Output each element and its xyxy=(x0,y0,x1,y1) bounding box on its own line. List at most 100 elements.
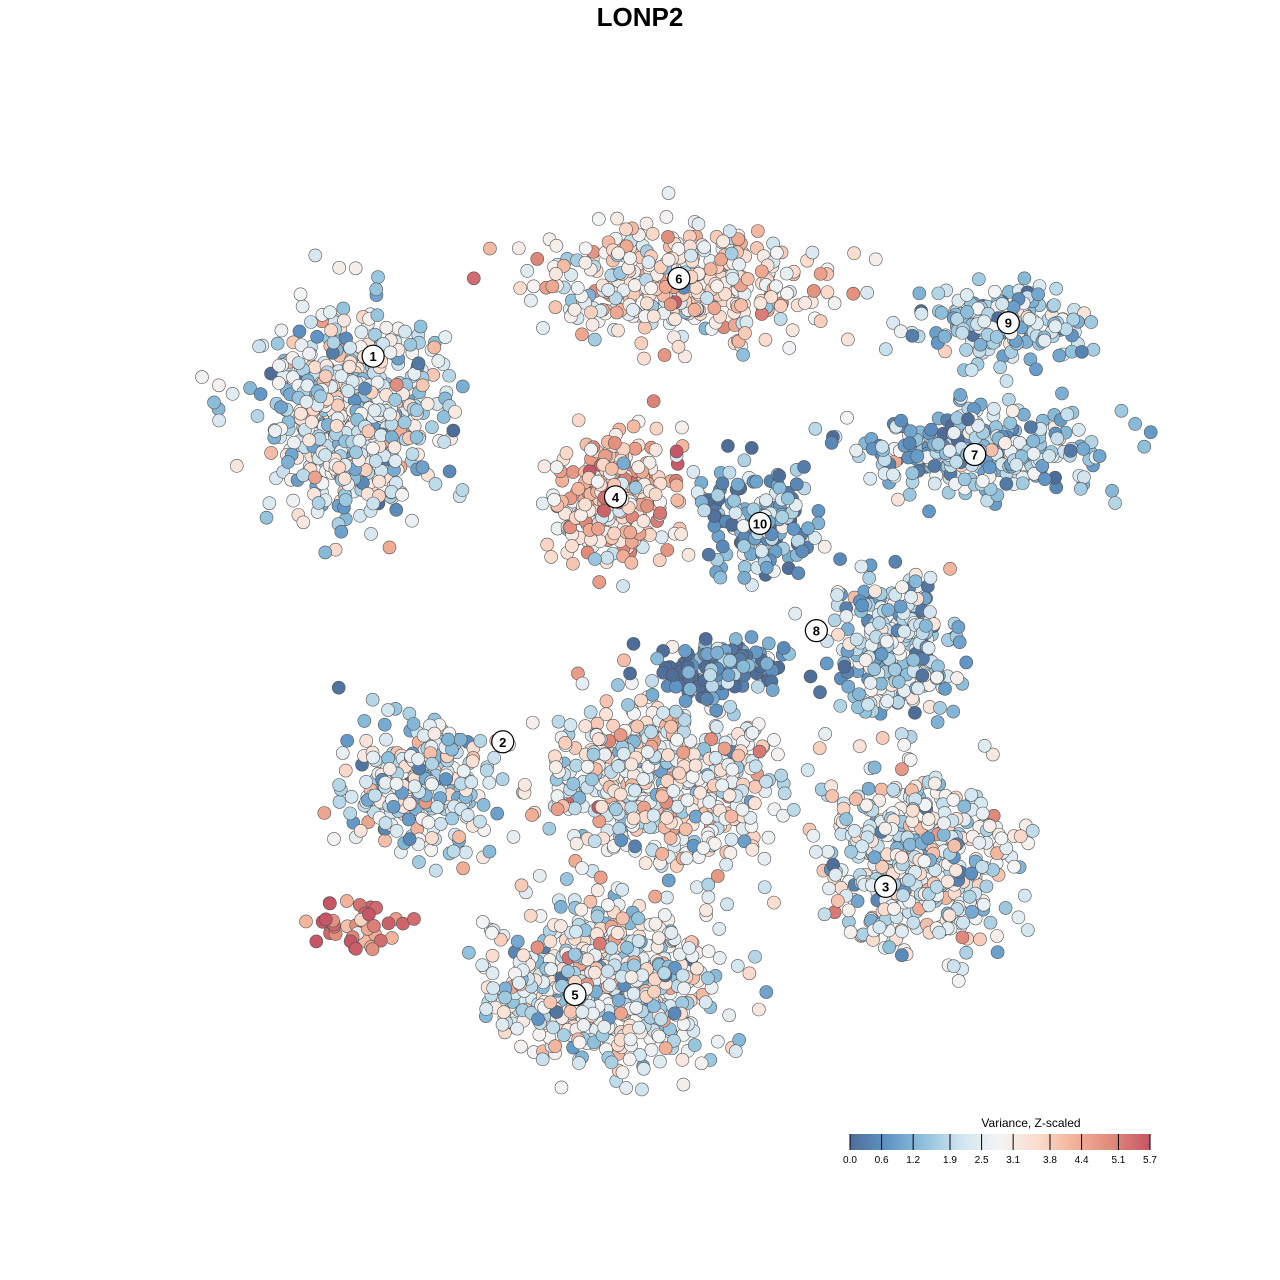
data-point xyxy=(839,609,854,624)
data-point xyxy=(931,286,946,301)
data-point xyxy=(272,376,286,390)
data-point xyxy=(722,224,737,238)
data-point xyxy=(774,299,788,313)
data-point xyxy=(781,491,795,506)
cluster-label-text: 10 xyxy=(753,516,767,531)
data-point xyxy=(896,888,910,903)
data-point xyxy=(669,444,684,459)
data-point xyxy=(932,925,946,940)
data-point xyxy=(915,668,930,683)
data-point xyxy=(510,1021,524,1036)
data-point xyxy=(558,736,573,750)
data-point xyxy=(712,951,727,965)
data-point xyxy=(332,778,346,792)
data-point xyxy=(684,248,698,263)
data-point xyxy=(365,692,380,707)
data-point xyxy=(759,560,774,575)
data-point xyxy=(678,822,693,837)
cluster-label-4: 4 xyxy=(603,485,628,509)
data-point xyxy=(619,1081,633,1095)
data-point xyxy=(1052,348,1067,363)
data-point xyxy=(813,267,828,281)
data-point xyxy=(367,403,382,418)
data-point xyxy=(611,759,626,773)
data-point xyxy=(636,772,651,786)
data-point xyxy=(629,1000,643,1015)
data-point xyxy=(368,454,383,468)
data-point xyxy=(666,784,681,798)
data-point xyxy=(372,474,386,489)
data-point xyxy=(594,800,609,814)
data-point xyxy=(623,251,637,265)
data-point xyxy=(725,271,740,286)
data-point xyxy=(616,746,631,761)
data-point xyxy=(623,666,637,681)
data-point xyxy=(1026,434,1041,448)
data-point xyxy=(927,476,942,491)
data-point xyxy=(398,324,412,339)
legend-tick-label: 0.6 xyxy=(875,1155,889,1166)
data-point xyxy=(841,903,856,918)
data-point xyxy=(822,881,836,896)
data-point xyxy=(774,768,788,783)
legend-tick-label: 3.8 xyxy=(1043,1155,1057,1166)
data-point xyxy=(940,874,955,889)
data-point xyxy=(708,751,723,765)
data-point xyxy=(446,423,461,438)
data-point xyxy=(536,321,550,335)
data-point xyxy=(728,506,743,520)
data-point xyxy=(840,410,854,425)
data-point xyxy=(993,360,1007,375)
data-point xyxy=(710,279,724,294)
data-point xyxy=(421,815,436,830)
data-point xyxy=(634,336,649,350)
data-point xyxy=(855,598,869,613)
data-point xyxy=(413,319,428,334)
data-point xyxy=(566,465,580,479)
data-point xyxy=(647,984,661,999)
data-point xyxy=(957,472,972,487)
data-point xyxy=(644,1043,659,1057)
data-point xyxy=(674,527,688,541)
data-point xyxy=(370,308,385,322)
data-point xyxy=(388,393,403,407)
data-point xyxy=(592,575,607,589)
data-point xyxy=(268,424,282,438)
data-point xyxy=(847,824,862,838)
data-point xyxy=(313,389,328,404)
data-point xyxy=(566,556,580,571)
data-point xyxy=(846,286,861,301)
data-point xyxy=(910,449,925,463)
data-point xyxy=(707,301,722,315)
data-point xyxy=(630,719,645,734)
data-point xyxy=(905,329,920,343)
data-point xyxy=(367,919,381,933)
data-point xyxy=(903,837,917,852)
data-point xyxy=(382,762,397,776)
data-point xyxy=(212,378,226,393)
data-point xyxy=(293,287,308,302)
data-point xyxy=(703,262,718,276)
data-point xyxy=(675,1053,690,1067)
data-point xyxy=(296,468,311,483)
data-point xyxy=(917,854,932,869)
data-point xyxy=(592,936,607,951)
data-point xyxy=(591,522,605,536)
data-point xyxy=(626,811,641,826)
data-point xyxy=(531,1012,545,1026)
cluster-label-9: 9 xyxy=(996,311,1020,335)
data-point xyxy=(667,1006,682,1021)
data-point xyxy=(323,305,337,319)
data-point xyxy=(613,728,628,742)
data-point xyxy=(407,779,422,794)
data-point xyxy=(712,922,727,936)
data-point xyxy=(318,912,333,927)
data-point xyxy=(611,323,625,338)
data-point xyxy=(587,332,602,347)
data-point xyxy=(299,395,314,409)
data-point xyxy=(734,298,748,313)
data-point xyxy=(895,948,909,963)
data-point xyxy=(1077,470,1091,485)
data-point xyxy=(1025,824,1040,838)
data-point xyxy=(757,851,772,866)
